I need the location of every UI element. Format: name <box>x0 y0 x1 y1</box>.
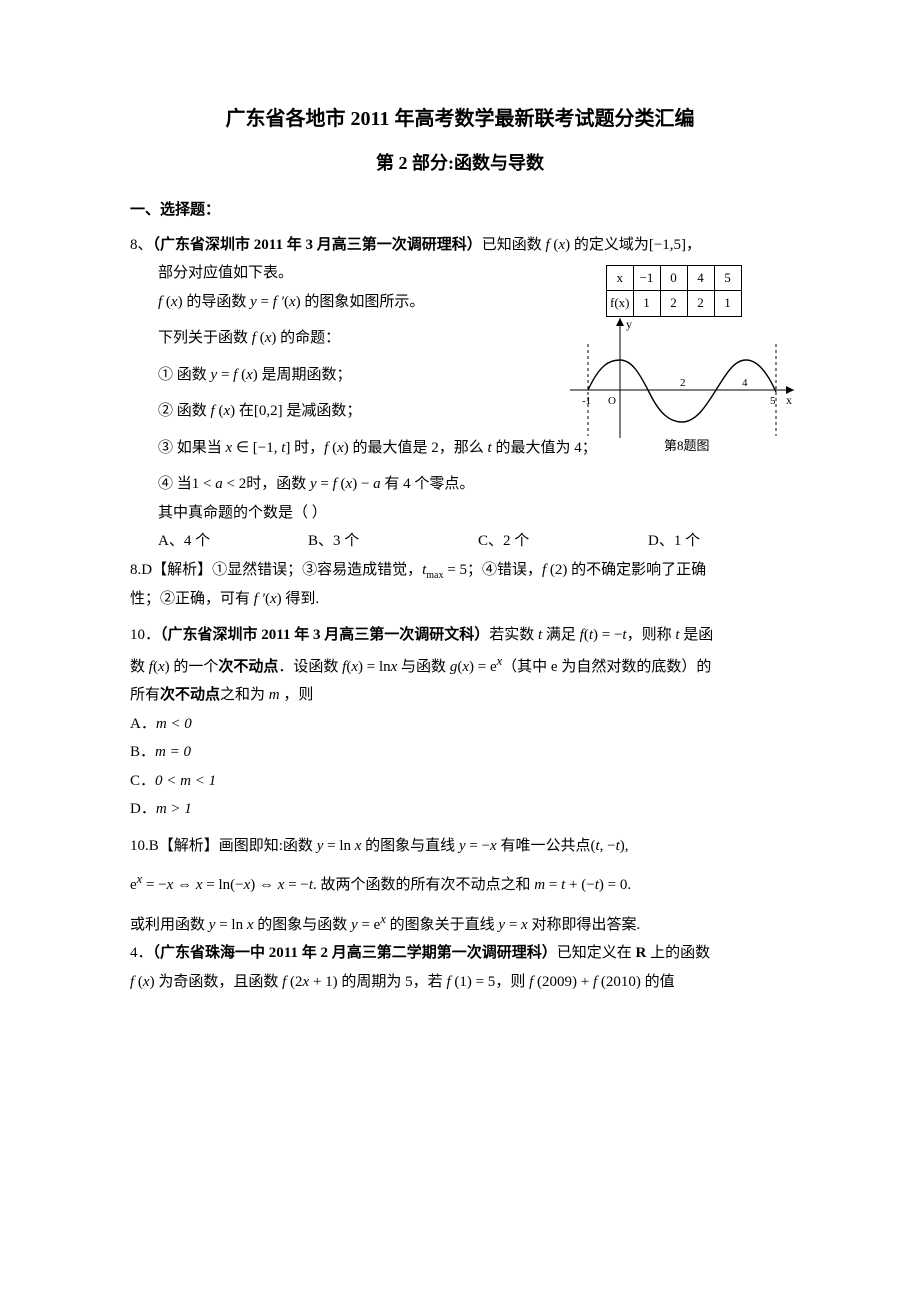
q8-options: A、4 个 B、3 个 C、2 个 D、1 个 <box>130 527 790 556</box>
sol10-line3: 或利用函数 y = ln x 的图象与函数 y = ex 的图象关于直线 y =… <box>130 908 790 940</box>
q8-option-c: C、2 个 <box>478 527 648 556</box>
value-table: x −1 0 4 5 f(x) 1 2 2 1 <box>606 265 742 317</box>
tick-0: O <box>608 395 616 407</box>
q4-line2: f (x) 为奇函数，且函数 f (2x + 1) 的周期为 5，若 f (1)… <box>130 968 790 997</box>
q8-option-b: B、3 个 <box>308 527 478 556</box>
doc-title: 广东省各地市 2011 年高考数学最新联考试题分类汇编 <box>130 100 790 138</box>
table-cell: −1 <box>633 265 660 291</box>
tick-5: 5 <box>770 395 776 407</box>
figure-caption: 第8题图 <box>664 438 710 453</box>
q8-ask: 其中真命题的个数是（ ） <box>130 499 790 528</box>
derivative-graph: y x -1 O 2 4 5 第8题图 <box>570 314 800 464</box>
tick-2: 2 <box>680 377 686 389</box>
doc-subtitle: 第 2 部分:函数与导数 <box>130 146 790 180</box>
q10-line1: 10．（广东省深圳市 2011 年 3 月高三第一次调研文科）若实数 t 满足 … <box>130 621 790 650</box>
sol8-line1: 8.D【解析】①显然错误；③容易造成错觉，tmax = 5；④错误，f (2) … <box>130 556 790 585</box>
q10-option-d: D．m > 1 <box>130 795 790 824</box>
table-cell: 1 <box>714 291 741 317</box>
table-cell: 5 <box>714 265 741 291</box>
q10-line3: 所有次不动点之和为 m ，则 <box>130 681 790 710</box>
tick-neg1: -1 <box>582 395 591 407</box>
table-cell: 4 <box>687 265 714 291</box>
sol10-line2: ex = −x ⇔ x = ln(−x) ⇔ x = −t. 故两个函数的所有次… <box>130 868 790 900</box>
sol8-line2: 性；②正确，可有 f ′(x) 得到. <box>130 585 790 614</box>
q8-option-a: A、4 个 <box>158 527 308 556</box>
table-header-fx: f(x) <box>607 291 634 317</box>
section-heading: 一、选择题： <box>130 196 790 225</box>
sol10-line1: 10.B【解析】画图即知:函数 y = ln x 的图象与直线 y = −x 有… <box>130 832 790 861</box>
table-cell: 2 <box>687 291 714 317</box>
table-cell: 1 <box>633 291 660 317</box>
table-header-x: x <box>607 265 634 291</box>
q10-option-c: C．0 < m < 1 <box>130 767 790 796</box>
q4-line1: 4．（广东省珠海一中 2011 年 2 月高三第二学期第一次调研理科）已知定义在… <box>130 939 790 968</box>
y-axis-label: y <box>626 317 632 331</box>
question-8: x −1 0 4 5 f(x) 1 2 2 1 <box>130 231 790 556</box>
table-cell: 2 <box>660 291 687 317</box>
q10-option-b: B．m = 0 <box>130 738 790 767</box>
q10-option-a: A．m < 0 <box>130 710 790 739</box>
tick-4: 4 <box>742 377 748 389</box>
q8-stem-line1: 8、（广东省深圳市 2011 年 3 月高三第一次调研理科）已知函数 f (x)… <box>130 231 790 260</box>
figure-8: x −1 0 4 5 f(x) 1 2 2 1 <box>570 265 800 475</box>
q8-option-d: D、1 个 <box>648 527 768 556</box>
q10-line2: 数 f(x) 的一个次不动点．设函数 f(x) = lnx 与函数 g(x) =… <box>130 650 790 682</box>
table-cell: 0 <box>660 265 687 291</box>
x-axis-label: x <box>786 393 792 407</box>
